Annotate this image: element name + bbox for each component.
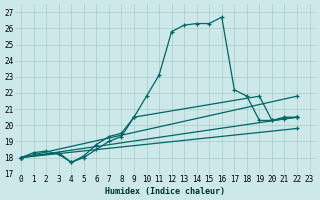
X-axis label: Humidex (Indice chaleur): Humidex (Indice chaleur) <box>105 187 225 196</box>
